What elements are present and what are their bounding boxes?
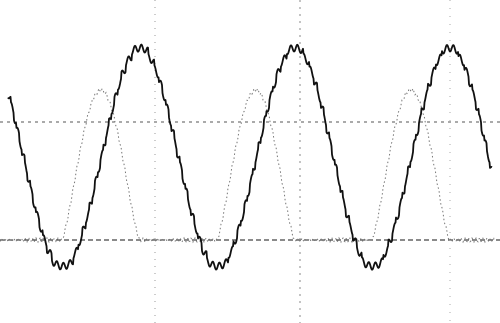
page: (() => { const P = 155, x0 = 101.25; let… [0, 0, 500, 323]
oscilloscope-screen [0, 0, 500, 323]
background [0, 0, 500, 323]
